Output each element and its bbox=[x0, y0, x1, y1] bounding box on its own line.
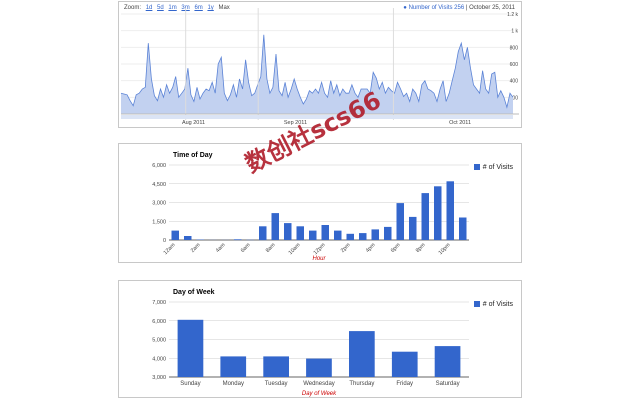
y-tick-label: 3,000 bbox=[152, 201, 166, 207]
bar bbox=[234, 239, 242, 241]
x-tick-label: 10am bbox=[288, 242, 302, 256]
bar bbox=[284, 223, 292, 240]
y-tick-label: 1.2 k bbox=[507, 12, 518, 18]
x-tick-label: Wednesday bbox=[303, 381, 335, 387]
bar bbox=[391, 351, 418, 377]
bar bbox=[171, 230, 179, 240]
bar bbox=[263, 356, 289, 377]
y-tick-label: 4,000 bbox=[152, 356, 166, 362]
zoom-1m-link[interactable]: 1m bbox=[168, 5, 177, 11]
x-axis-title: Day of Week bbox=[302, 391, 337, 397]
chart-title: Day of Week bbox=[173, 289, 215, 296]
y-tick-label: 7,000 bbox=[152, 300, 166, 306]
bar bbox=[446, 181, 454, 241]
zoom-1d-link[interactable]: 1d bbox=[145, 5, 153, 11]
bar bbox=[271, 213, 279, 240]
x-tick-label: 2pm bbox=[340, 242, 352, 254]
zoom-1y-link[interactable]: 1y bbox=[207, 5, 214, 11]
area-line bbox=[120, 34, 514, 109]
x-tick-label: 8pm bbox=[415, 242, 427, 254]
x-tick-label: 6am bbox=[240, 242, 252, 254]
y-tick-label: 1 k bbox=[511, 29, 518, 35]
bar bbox=[296, 226, 304, 241]
y-tick-label: 200 bbox=[510, 95, 519, 101]
timeline-plot[interactable]: 200 400 600 800 1 k 1.2 k Aug 2011 Sep 2011 Oct … bbox=[119, 2, 521, 127]
bar bbox=[349, 331, 375, 377]
y-tick-label: 6,000 bbox=[152, 319, 166, 325]
zoom-max-link[interactable]: Max bbox=[218, 5, 230, 11]
timeline-chart-panel[interactable]: Zoom: 1d 5d 1m 3m 6m 1y Max ● Number of … bbox=[118, 1, 522, 128]
x-tick-label: 2am bbox=[190, 242, 202, 254]
range-selector bbox=[121, 115, 513, 119]
zoom-label: Zoom: bbox=[124, 5, 142, 11]
bar bbox=[421, 193, 429, 240]
x-tick-label: 10pm bbox=[438, 242, 452, 256]
x-tick-label: 4am bbox=[215, 242, 227, 254]
chart-legend: # of Visits bbox=[473, 301, 513, 308]
x-tick-label: 8am bbox=[265, 242, 277, 254]
area-fill bbox=[121, 34, 513, 114]
bar bbox=[359, 233, 367, 240]
y-tick-label: 0 bbox=[163, 238, 166, 244]
x-tick-label: Monday bbox=[223, 381, 244, 387]
x-tick-label: Tuesday bbox=[265, 381, 288, 387]
bar bbox=[309, 230, 317, 240]
bar bbox=[459, 217, 467, 240]
x-tick-label: 6pm bbox=[390, 242, 402, 254]
bar bbox=[396, 203, 404, 240]
x-tick-label: Saturday bbox=[436, 381, 460, 387]
bar bbox=[220, 356, 247, 377]
y-tick-label: 4,500 bbox=[152, 182, 166, 188]
bar bbox=[321, 225, 329, 240]
day-of-week-chart-panel: Day of Week # of Visits 3,000 4,000 5,000 6… bbox=[118, 280, 522, 398]
legend-series-name: Number of Visits bbox=[408, 5, 453, 11]
bar bbox=[334, 230, 342, 240]
bar bbox=[259, 226, 267, 241]
bar bbox=[434, 346, 461, 377]
y-tick-label: 1,500 bbox=[152, 219, 166, 225]
y-tick-label: 5,000 bbox=[152, 338, 166, 344]
bar bbox=[306, 358, 332, 377]
legend-label: # of Visits bbox=[482, 164, 513, 171]
chart-title: Time of Day bbox=[173, 152, 213, 159]
x-tick-label: 12am bbox=[163, 242, 177, 256]
x-tick-label: Sep 2011 bbox=[284, 120, 307, 126]
bar bbox=[384, 226, 392, 240]
legend-label: # of Visits bbox=[482, 301, 513, 308]
bar bbox=[184, 236, 192, 240]
chart-legend: # of Visits bbox=[473, 164, 513, 171]
bar bbox=[434, 186, 442, 241]
bar bbox=[177, 319, 204, 377]
bar bbox=[371, 229, 379, 240]
bar bbox=[409, 216, 417, 240]
day-of-week-plot: 3,000 4,000 5,000 6,000 7,000 Sunday Monday Tue… bbox=[152, 300, 469, 397]
y-tick-label: 3,000 bbox=[152, 375, 166, 381]
x-tick-label: 4pm bbox=[365, 242, 377, 254]
x-tick-label: Sunday bbox=[180, 381, 200, 387]
legend-series-value: 256 bbox=[454, 5, 465, 11]
bar bbox=[346, 233, 354, 241]
zoom-5d-link[interactable]: 5d bbox=[157, 5, 164, 11]
y-tick-label: 800 bbox=[510, 45, 519, 51]
legend-date: | October 25, 2011 bbox=[465, 5, 515, 11]
x-tick-label: Aug 2011 bbox=[182, 120, 205, 126]
time-of-day-chart-panel: Time of Day # of Visits 0 1,500 3,000 4,500… bbox=[118, 143, 522, 263]
x-tick-label: Thursday bbox=[349, 381, 374, 387]
x-tick-label: 12pm bbox=[313, 242, 327, 256]
timeline-legend: ● Number of Visits 256 | October 25, 201… bbox=[403, 5, 515, 11]
zoom-6m-link[interactable]: 6m bbox=[194, 5, 203, 11]
x-tick-label: Friday bbox=[396, 381, 413, 387]
y-tick-label: 400 bbox=[510, 79, 519, 85]
x-axis-title: Hour bbox=[312, 256, 326, 262]
legend-dot-icon: ● bbox=[403, 5, 407, 11]
time-of-day-plot: 0 1,500 3,000 4,500 6,000 12am 2am 4am 6am 8am 10a… bbox=[152, 163, 469, 262]
legend-swatch bbox=[473, 301, 480, 308]
x-tick-label: Oct 2011 bbox=[449, 120, 471, 126]
y-tick-label: 600 bbox=[510, 62, 519, 68]
legend-swatch bbox=[473, 164, 480, 171]
y-tick-label: 6,000 bbox=[152, 163, 166, 169]
